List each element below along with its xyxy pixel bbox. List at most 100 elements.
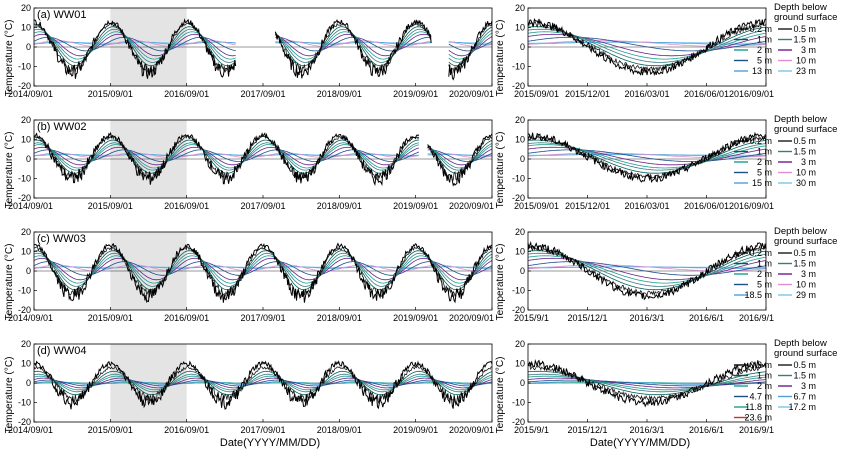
x-tick-label-d-left-5: 2019/09/01 [393, 425, 438, 435]
legend-label-a-9: 23 m [796, 66, 816, 76]
x-tick-label-c-right-0: 2015/9/1 [514, 313, 549, 323]
y-tick-label-a-left-3: 10 [21, 23, 31, 33]
x-tick-label-d-left-2: 2016/09/01 [164, 425, 209, 435]
legend-label-a-8: 13 m [752, 66, 772, 76]
x-tick-label-a-left-2: 2016/09/01 [164, 89, 209, 99]
x-tick-label-d-right-3: 2016/6/1 [689, 425, 724, 435]
x-tick-label-a-right-3: 2016/06/01 [684, 89, 729, 99]
legend-label-a-0: 0.2 m [749, 24, 772, 34]
legend-label-a-3: 1.5 m [793, 35, 816, 45]
y-axis-label-b: Temperature (°C) [4, 132, 15, 209]
panel-title-d: (d) WW04 [37, 345, 87, 357]
legend-label-b-8: 15 m [752, 178, 772, 188]
x-tick-label-a-right-4: 2016/09/01 [729, 89, 774, 99]
legend-label-c-2: 1 m [757, 259, 772, 269]
x-tick-label-c-right-4: 2016/9/1 [739, 313, 774, 323]
x-tick-label-b-right-1: 2015/12/01 [565, 201, 610, 211]
y-tick-label-b-right-1: -10 [512, 174, 525, 184]
y-tick-label-d-left-4: 20 [21, 339, 31, 349]
x-tick-label-c-right-3: 2016/6/1 [689, 313, 724, 323]
legend-label-d-10: 23.6 m [744, 413, 772, 423]
legend-label-c-3: 1.5 m [793, 259, 816, 269]
y-tick-label-d-right-2: 0 [520, 378, 525, 388]
x-tick-label-d-right-0: 2015/9/1 [514, 425, 549, 435]
y-tick-label-a-right-4: 20 [515, 3, 525, 13]
series-line-a-left-1 [34, 23, 492, 74]
legend-label-c-1: 0.5 m [793, 248, 816, 258]
legend-title-c-2: ground surface [774, 236, 837, 247]
legend-label-c-9: 29 m [796, 290, 816, 300]
y-tick-label-b-right-4: 20 [515, 115, 525, 125]
y-tick-label-c-left-1: -10 [18, 286, 31, 296]
x-tick-label-c-left-4: 2018/09/01 [317, 313, 362, 323]
series-line-b-right-6 [528, 150, 766, 162]
y-tick-label-d-left-3: 10 [21, 359, 31, 369]
x-tick-label-c-right-1: 2015/12/1 [567, 313, 607, 323]
x-tick-label-d-left-3: 2017/09/01 [240, 425, 285, 435]
x-tick-label-d-right-1: 2015/12/1 [567, 425, 607, 435]
x-tick-label-c-left-6: 2020/09/01 [449, 313, 494, 323]
y-axis-label-a: Temperature (°C) [4, 20, 15, 97]
x-tick-label-a-left-3: 2017/09/01 [240, 89, 285, 99]
x-tick-label-d-left-4: 2018/09/01 [317, 425, 362, 435]
y-tick-label-a-left-1: -10 [18, 62, 31, 72]
legend-label-d-2: 1 m [757, 371, 772, 381]
x-tick-label-b-right-2: 2016/03/01 [624, 201, 669, 211]
legend-label-b-5: 3 m [801, 157, 816, 167]
x-tick-label-b-right-3: 2016/06/01 [684, 201, 729, 211]
x-tick-label-c-left-5: 2019/09/01 [393, 313, 438, 323]
y-tick-label-d-right-1: -10 [512, 398, 525, 408]
x-tick-label-d-left-6: 2020/09/01 [449, 425, 494, 435]
x-axis-label-left: Date(YYYY/MM/DD) [220, 437, 320, 449]
y-tick-label-d-right-3: 10 [515, 359, 525, 369]
x-tick-label-c-left-1: 2015/09/01 [88, 313, 133, 323]
legend-label-d-9: 17.2 m [788, 402, 816, 412]
y-tick-label-c-right-1: -10 [512, 286, 525, 296]
y-tick-label-a-left-2: 0 [26, 42, 31, 52]
legend-label-c-7: 10 m [796, 280, 816, 290]
x-tick-label-c-left-2: 2016/09/01 [164, 313, 209, 323]
y-tick-label-c-left-3: 10 [21, 247, 31, 257]
y-tick-label-b-left-3: 10 [21, 135, 31, 145]
x-tick-label-b-left-1: 2015/09/01 [88, 201, 133, 211]
x-tick-label-a-left-5: 2019/09/01 [393, 89, 438, 99]
x-tick-label-b-left-6: 2020/09/01 [449, 201, 494, 211]
legend-label-d-8: 11.8 m [745, 402, 772, 412]
legend-label-a-7: 10 m [796, 56, 816, 66]
x-tick-label-a-left-1: 2015/09/01 [88, 89, 133, 99]
x-tick-label-b-left-5: 2019/09/01 [393, 201, 438, 211]
x-tick-label-c-left-3: 2017/09/01 [240, 313, 285, 323]
y-tick-label-a-left-4: 20 [21, 3, 31, 13]
y-axis-label-a-right: Temperature (°C) [495, 20, 506, 97]
legend-label-c-5: 3 m [801, 269, 816, 279]
x-tick-label-a-right-1: 2015/12/01 [565, 89, 610, 99]
x-tick-label-d-left-1: 2015/09/01 [88, 425, 133, 435]
series-line-b-left-0 [34, 133, 492, 185]
x-tick-label-a-left-4: 2018/09/01 [317, 89, 362, 99]
legend-label-b-9: 30 m [796, 178, 816, 188]
y-axis-label-d-right: Temperature (°C) [495, 357, 506, 434]
legend-label-b-2: 1 m [757, 147, 772, 157]
y-axis-label-b-right: Temperature (°C) [495, 132, 506, 209]
legend-label-b-1: 0.5 m [793, 136, 816, 146]
x-tick-label-a-right-2: 2016/03/01 [624, 89, 669, 99]
x-tick-label-d-right-4: 2016/9/1 [739, 425, 774, 435]
x-axis-label-right: Date(YYYY/MM/DD) [590, 437, 690, 449]
y-tick-label-c-left-4: 20 [21, 227, 31, 237]
legend-label-b-4: 2 m [757, 157, 772, 167]
x-tick-label-a-left-6: 2020/09/01 [449, 89, 494, 99]
x-tick-label-b-right-0: 2015/09/01 [514, 201, 559, 211]
y-tick-label-c-left-2: 0 [26, 266, 31, 276]
legend-label-a-2: 1 m [757, 35, 772, 45]
y-tick-label-b-right-2: 0 [520, 154, 525, 164]
y-tick-label-b-left-1: -10 [18, 174, 31, 184]
y-tick-label-b-left-4: 20 [21, 115, 31, 125]
legend-label-d-4: 2 m [757, 381, 772, 391]
y-tick-label-c-right-4: 20 [515, 227, 525, 237]
legend-label-a-1: 0.5 m [793, 24, 816, 34]
legend-label-a-5: 3 m [801, 45, 816, 55]
y-tick-label-a-right-2: 0 [520, 42, 525, 52]
legend-label-b-0: 0.2 m [749, 136, 772, 146]
